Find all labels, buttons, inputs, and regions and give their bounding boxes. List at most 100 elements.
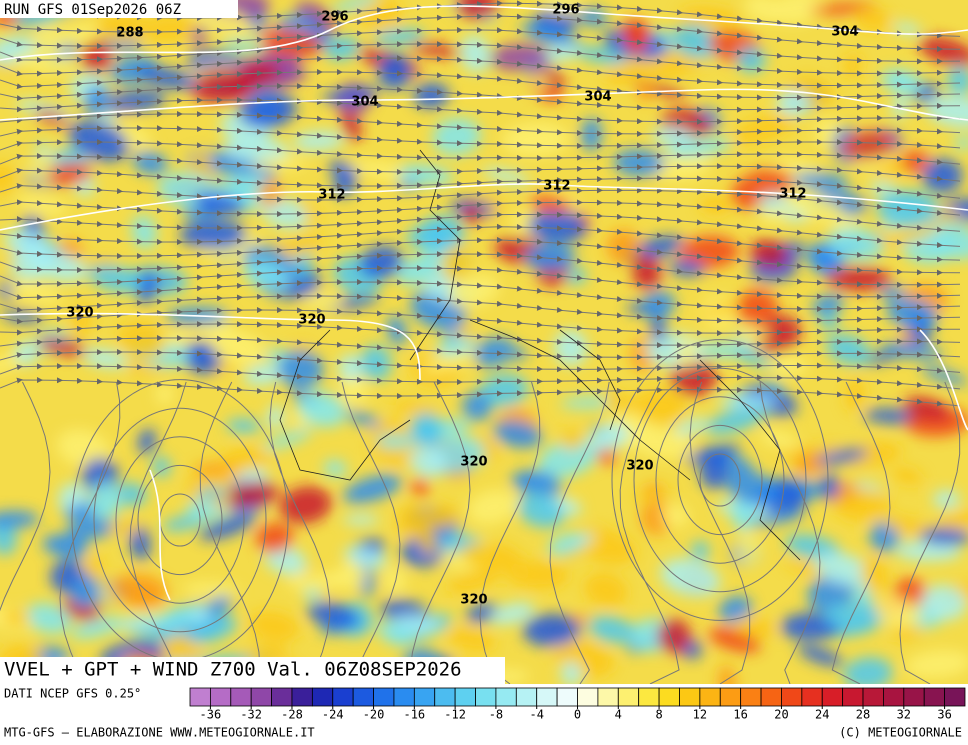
colorbar-swatch bbox=[617, 687, 640, 707]
colorbar-swatch bbox=[781, 687, 803, 707]
wind-streamlines bbox=[0, 0, 961, 684]
field-blob bbox=[894, 541, 962, 562]
field-blob bbox=[197, 487, 230, 498]
colorbar-tick-label: 24 bbox=[815, 708, 829, 722]
colorbar-swatch bbox=[434, 687, 456, 707]
field-blob bbox=[691, 540, 710, 560]
streamline bbox=[899, 381, 961, 684]
field-blob bbox=[834, 487, 890, 522]
colorbar-swatch bbox=[638, 687, 660, 707]
field-blob bbox=[460, 541, 523, 571]
colorbar-tick-label: 4 bbox=[615, 708, 622, 722]
field-blob bbox=[138, 428, 157, 455]
colorbar: -36 -32 -28 -24 -20 -16 -12 -8 -4 0 4 8 12 16 20 24 28 32… bbox=[189, 687, 966, 722]
contour-label: 312 bbox=[543, 179, 570, 194]
colorbar-tick-label: -4 bbox=[529, 708, 543, 722]
colorbar-swatch bbox=[352, 687, 374, 707]
field-blob bbox=[797, 645, 844, 667]
field-blob bbox=[819, 473, 840, 500]
copyright-label: (C) METEOGIORNALE bbox=[839, 726, 962, 740]
field-blob bbox=[560, 661, 582, 684]
field-blob bbox=[683, 444, 741, 463]
contour-label: 296 bbox=[321, 10, 348, 25]
streamline bbox=[59, 381, 121, 684]
colorbar-tick-label: -20 bbox=[363, 708, 385, 722]
colorbar-swatch bbox=[475, 687, 497, 707]
colorbar-swatch bbox=[679, 687, 701, 707]
field-blob bbox=[758, 430, 800, 449]
field-blob bbox=[343, 474, 402, 504]
field-blob bbox=[627, 426, 694, 459]
streamline bbox=[93, 407, 267, 633]
contour-label: 320 bbox=[460, 593, 487, 608]
field-blob bbox=[932, 490, 960, 509]
colorbar-swatch bbox=[577, 687, 599, 707]
field-blob bbox=[547, 533, 585, 556]
colorbar-tick-label: -28 bbox=[281, 708, 303, 722]
field-blob bbox=[919, 527, 968, 546]
colorbar-tick-label: -12 bbox=[444, 708, 466, 722]
field-blob bbox=[493, 420, 543, 448]
colorbar-swatch bbox=[393, 687, 415, 707]
colorbar-swatch bbox=[536, 687, 558, 707]
colorbar-tick-label: 16 bbox=[733, 708, 747, 722]
colorbar-tick-label: -36 bbox=[200, 708, 222, 722]
run-box bbox=[0, 0, 238, 18]
colorbar-swatch bbox=[332, 687, 354, 707]
field-blob bbox=[411, 478, 429, 497]
streamline bbox=[549, 381, 610, 684]
field-blob bbox=[70, 574, 100, 609]
colorbar-tick-label: 12 bbox=[693, 708, 707, 722]
streamline bbox=[341, 381, 401, 684]
field-blob bbox=[660, 558, 720, 597]
field-blob bbox=[199, 514, 255, 541]
contour-label: 320 bbox=[626, 459, 653, 474]
field-blob bbox=[954, 136, 968, 150]
field-blob bbox=[152, 456, 171, 478]
field-blob bbox=[537, 438, 600, 479]
contour-labels: 288 296 296 304 304 304 312 312 312 320 320 320 320 3… bbox=[66, 3, 858, 608]
field-blob bbox=[446, 627, 496, 652]
field-blob bbox=[2, 610, 32, 626]
field-blob bbox=[883, 516, 933, 536]
field-blob bbox=[718, 664, 736, 684]
field-blob bbox=[376, 622, 414, 646]
streamline bbox=[479, 381, 541, 684]
field-blob bbox=[279, 486, 332, 524]
field-blob bbox=[946, 65, 968, 96]
field-blob bbox=[587, 615, 636, 644]
colorbar-swatch bbox=[495, 687, 517, 707]
field-blob bbox=[159, 606, 197, 631]
field-blob bbox=[466, 603, 498, 624]
field-blob bbox=[510, 472, 557, 485]
field-blob bbox=[891, 467, 923, 485]
field-blob bbox=[745, 511, 806, 527]
streamline bbox=[0, 381, 51, 684]
field-blob bbox=[375, 433, 416, 449]
streamline bbox=[619, 381, 680, 684]
colorbar-swatch bbox=[842, 687, 864, 707]
field-blob bbox=[467, 489, 519, 525]
streamline bbox=[611, 339, 829, 621]
colorbar-swatch bbox=[413, 687, 436, 707]
contour-label: 296 bbox=[552, 3, 579, 18]
source-label: DATI NCEP GFS 0.25° bbox=[4, 687, 141, 701]
field-blob bbox=[584, 572, 628, 608]
colorbar-swatch bbox=[862, 687, 884, 707]
streamline bbox=[0, 167, 961, 199]
field-blob bbox=[596, 446, 617, 465]
field-blob bbox=[823, 602, 887, 630]
field-blob bbox=[108, 615, 171, 630]
field-blob bbox=[307, 601, 359, 629]
field-blob bbox=[516, 493, 565, 528]
field-blob bbox=[92, 481, 122, 517]
field-blob bbox=[343, 514, 380, 525]
colorbar-swatch bbox=[230, 687, 252, 707]
streamline bbox=[831, 381, 891, 684]
field-blob bbox=[409, 446, 448, 478]
contour-label: 320 bbox=[298, 313, 325, 328]
streamline bbox=[677, 424, 763, 536]
colorbar-swatch bbox=[311, 687, 334, 707]
field-blob bbox=[921, 584, 967, 621]
field-blob bbox=[323, 460, 347, 477]
